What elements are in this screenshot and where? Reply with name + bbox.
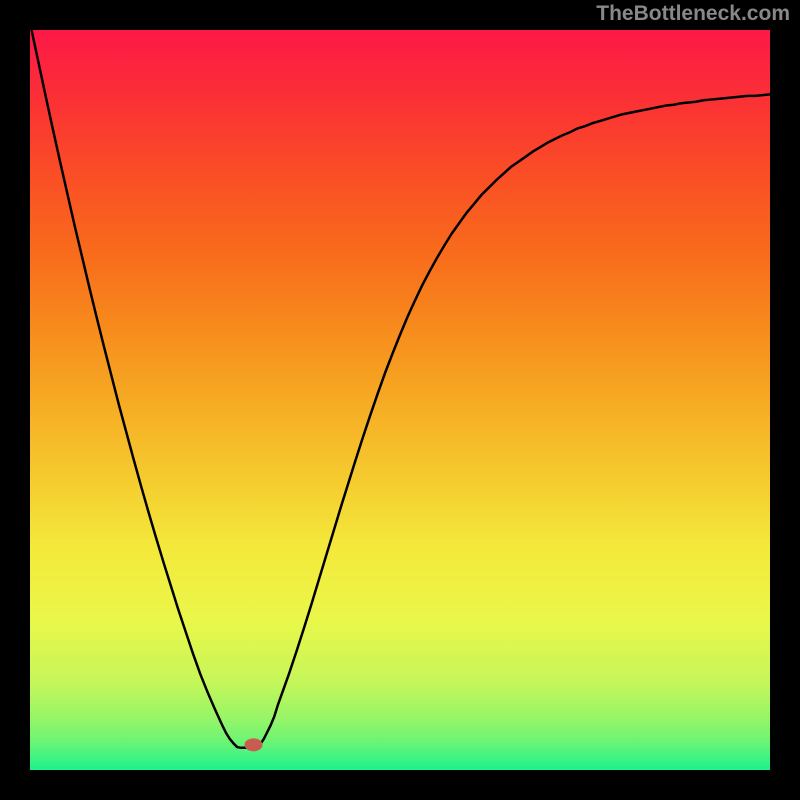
minimum-marker	[244, 738, 262, 751]
watermark-text: TheBottleneck.com	[596, 2, 790, 26]
bottleneck-chart	[0, 0, 800, 800]
plot-background	[30, 30, 770, 770]
chart-container: TheBottleneck.com	[0, 0, 800, 800]
